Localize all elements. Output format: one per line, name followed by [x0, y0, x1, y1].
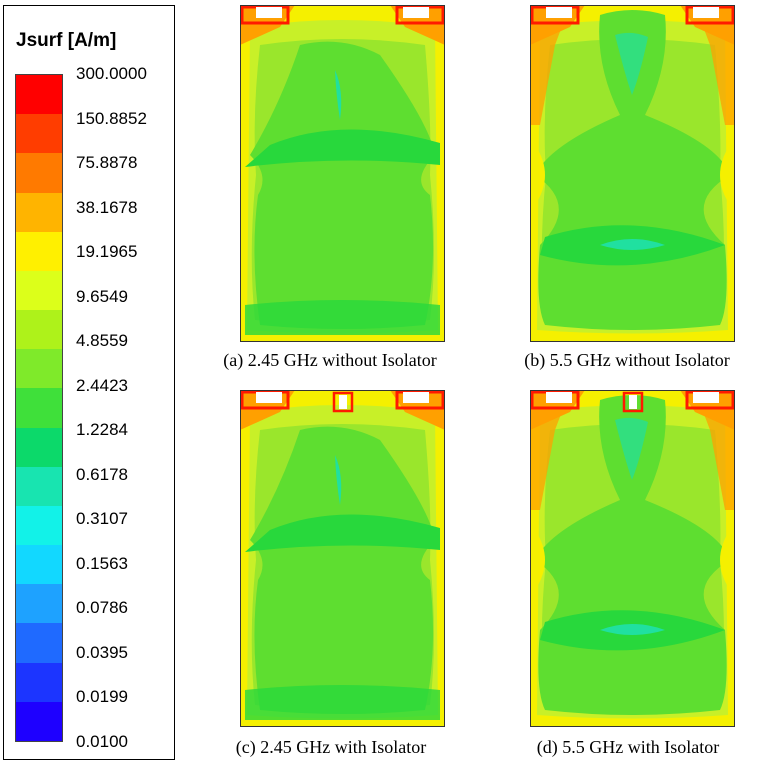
- isolator-element: [339, 395, 347, 409]
- legend-tick-label: 0.0395: [76, 642, 128, 662]
- legend-tick-label: 1.2284: [76, 420, 128, 440]
- legend-tick-label: 300.0000: [76, 64, 147, 83]
- field-region: [600, 239, 665, 250]
- panel-a-current-map: [240, 5, 445, 342]
- legend-swatch: [16, 584, 62, 624]
- field-region: [245, 300, 440, 335]
- field-region: [535, 530, 545, 590]
- legend-tick-label: 0.6178: [76, 464, 128, 484]
- antenna-element: [546, 7, 572, 18]
- board-outline: [240, 390, 445, 727]
- legend-tick-label: 4.8559: [76, 331, 128, 351]
- panel-d-plot: [530, 390, 735, 727]
- legend-tick-label: 0.0100: [76, 732, 128, 751]
- legend-swatch: [16, 388, 62, 428]
- panel-d-current-map: [530, 390, 735, 727]
- legend-swatch: [16, 75, 62, 115]
- color-scale-bar: [15, 74, 63, 742]
- legend-swatch: [16, 623, 62, 663]
- panel-c-caption: (c) 2.45 GHz with Isolator: [235, 737, 427, 757]
- legend-swatch: [16, 662, 62, 702]
- legend-title: Jsurf [A/m]: [16, 30, 117, 51]
- legend-tick-label: 0.1563: [76, 553, 128, 573]
- field-region: [250, 426, 435, 714]
- field-region: [615, 417, 648, 480]
- panel-a-plot: [240, 5, 445, 342]
- legend-swatch: [16, 270, 62, 311]
- field-region: [245, 685, 440, 720]
- legend-tick-label: 0.3107: [76, 509, 128, 529]
- legend-swatch: [16, 153, 62, 193]
- legend-swatch: [16, 231, 62, 271]
- panel-c-current-map: [240, 390, 445, 727]
- isolator-element: [332, 391, 354, 413]
- panel-c-plot: [240, 390, 445, 727]
- field-region: [245, 514, 440, 552]
- field-region: [245, 129, 440, 167]
- legend-tick-label: 9.6549: [76, 286, 128, 306]
- legend-swatch: [16, 310, 62, 350]
- antenna-element: [403, 7, 429, 18]
- field-region: [720, 145, 730, 205]
- legend-tick-label: 2.4423: [76, 375, 128, 395]
- panel-b-plot: [530, 5, 735, 342]
- legend-tick-label: 0.0199: [76, 687, 128, 707]
- legend-swatch: [16, 349, 62, 389]
- legend-swatch: [16, 701, 62, 741]
- legend-tick-label: 0.0786: [76, 598, 128, 618]
- legend-swatch: [16, 427, 62, 467]
- legend-tick-label: 19.1965: [76, 242, 138, 262]
- field-region: [600, 624, 665, 635]
- field-region: [335, 70, 342, 120]
- antenna-element: [546, 392, 572, 403]
- panel-a-caption: (a) 2.45 GHz without Isolator: [223, 350, 437, 370]
- antenna-element: [256, 7, 282, 18]
- legend-swatch: [16, 505, 62, 546]
- legend-tick-label: 38.1678: [76, 197, 138, 217]
- board-outline: [530, 390, 735, 727]
- isolator-element: [622, 391, 644, 413]
- legend-swatch: [16, 466, 62, 506]
- panel-b-current-map: [530, 5, 735, 342]
- board-outline: [530, 5, 735, 342]
- antenna-element: [693, 7, 719, 18]
- legend-tick-label: 150.8852: [76, 108, 147, 128]
- antenna-element: [693, 392, 719, 403]
- panel-d-caption: (d) 5.5 GHz with Isolator: [536, 737, 720, 757]
- isolator-element: [629, 395, 637, 409]
- color-legend: Jsurf [A/m] 300.0000 150.8852 75.8878 38.16…: [3, 5, 175, 760]
- antenna-element: [403, 392, 429, 403]
- field-region: [335, 455, 342, 505]
- legend-swatch: [16, 545, 62, 585]
- panel-b-caption: (b) 5.5 GHz without Isolator: [524, 350, 730, 370]
- field-region: [250, 41, 435, 330]
- legend-tick-label: 75.8878: [76, 153, 138, 173]
- field-region: [615, 32, 648, 95]
- antenna-element: [256, 392, 282, 403]
- board-outline: [240, 5, 445, 342]
- field-region: [720, 530, 730, 590]
- legend-swatch: [16, 114, 62, 154]
- legend-swatch: [16, 192, 62, 232]
- field-region: [535, 145, 545, 205]
